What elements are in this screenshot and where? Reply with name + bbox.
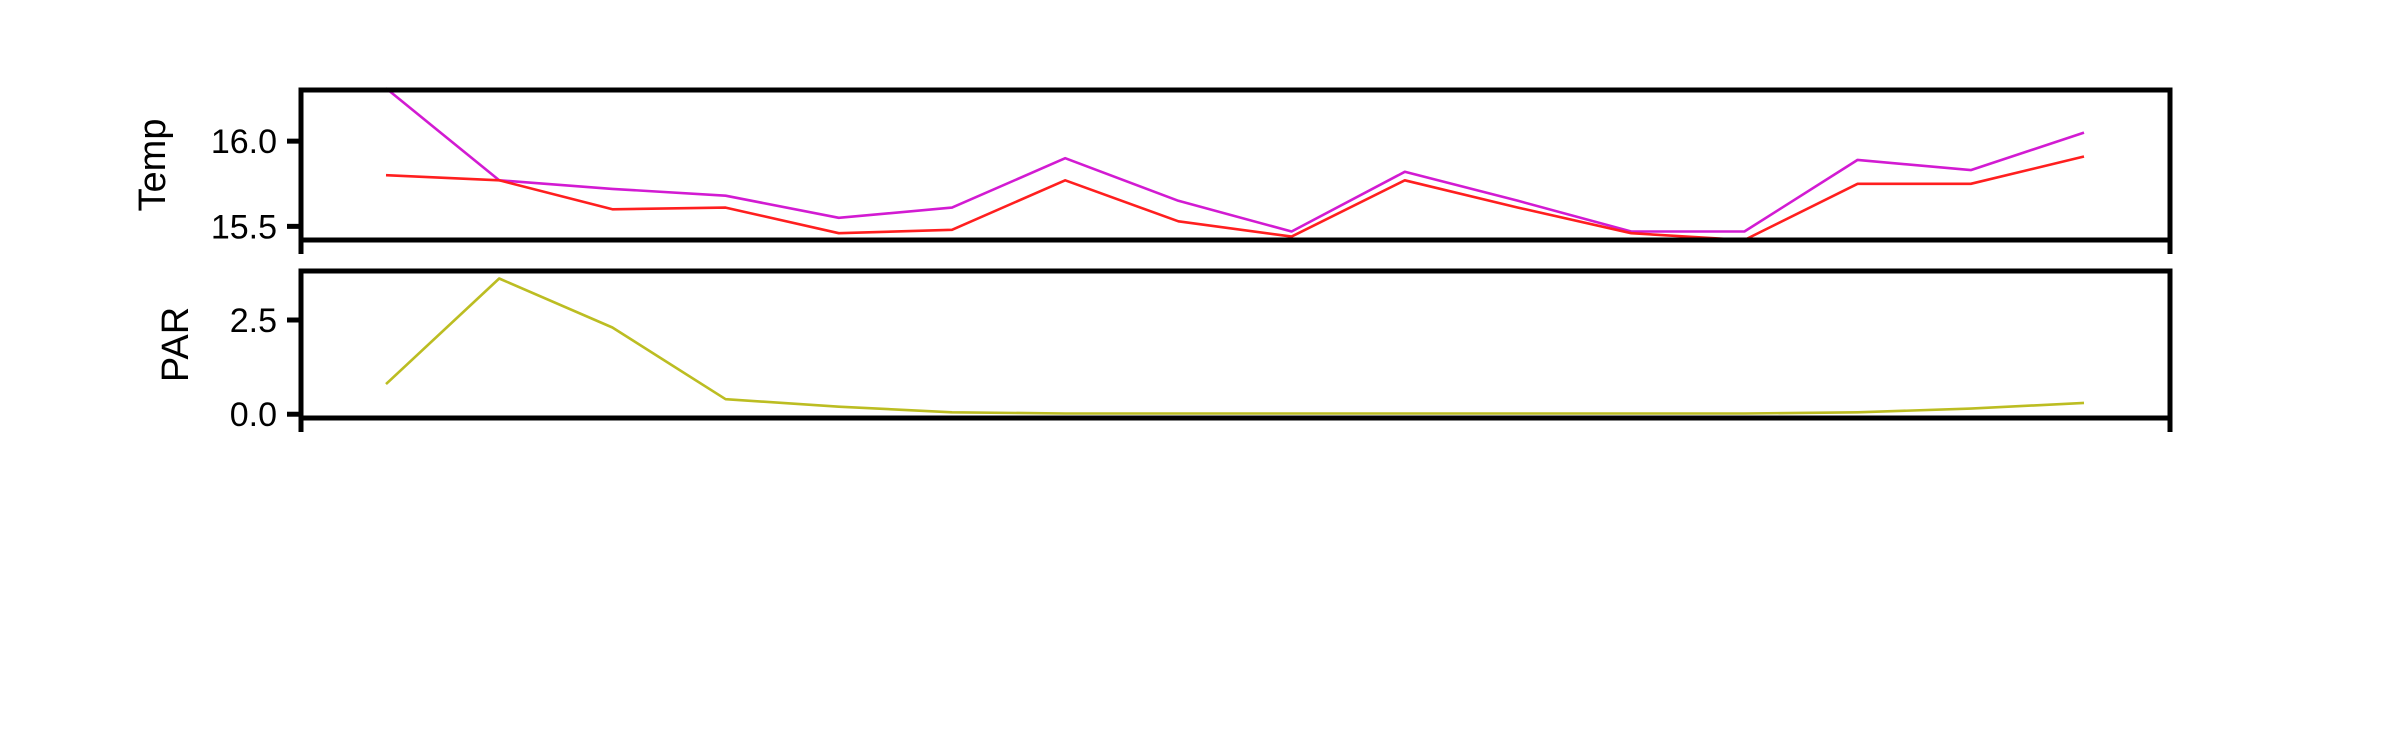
temp-panel-series-1-line <box>385 87 2085 233</box>
par-panel-frame <box>298 268 2173 421</box>
temp-panel-series-2-line <box>385 155 2085 242</box>
par-panel-series-1-line <box>385 277 2085 415</box>
temp-panel-y-tick-label: 16.0 <box>211 123 277 161</box>
temp-panel-y-tick-label: 15.5 <box>211 208 277 246</box>
par-panel: 0.0 2.5 PAR <box>155 268 2173 434</box>
temp-panel-y-axis-label: Temp <box>132 119 174 212</box>
par-panel-y-tick-label: 0.0 <box>230 396 277 434</box>
temp-panel-frame <box>298 87 2173 243</box>
par-panel-y-axis-label: PAR <box>155 307 197 382</box>
chart-panels: 15.5 16.0 Temp 0.0 2.5 PAR <box>132 87 2173 434</box>
temp-panel: 15.5 16.0 Temp <box>132 87 2173 254</box>
par-panel-y-tick-label: 2.5 <box>230 302 277 340</box>
